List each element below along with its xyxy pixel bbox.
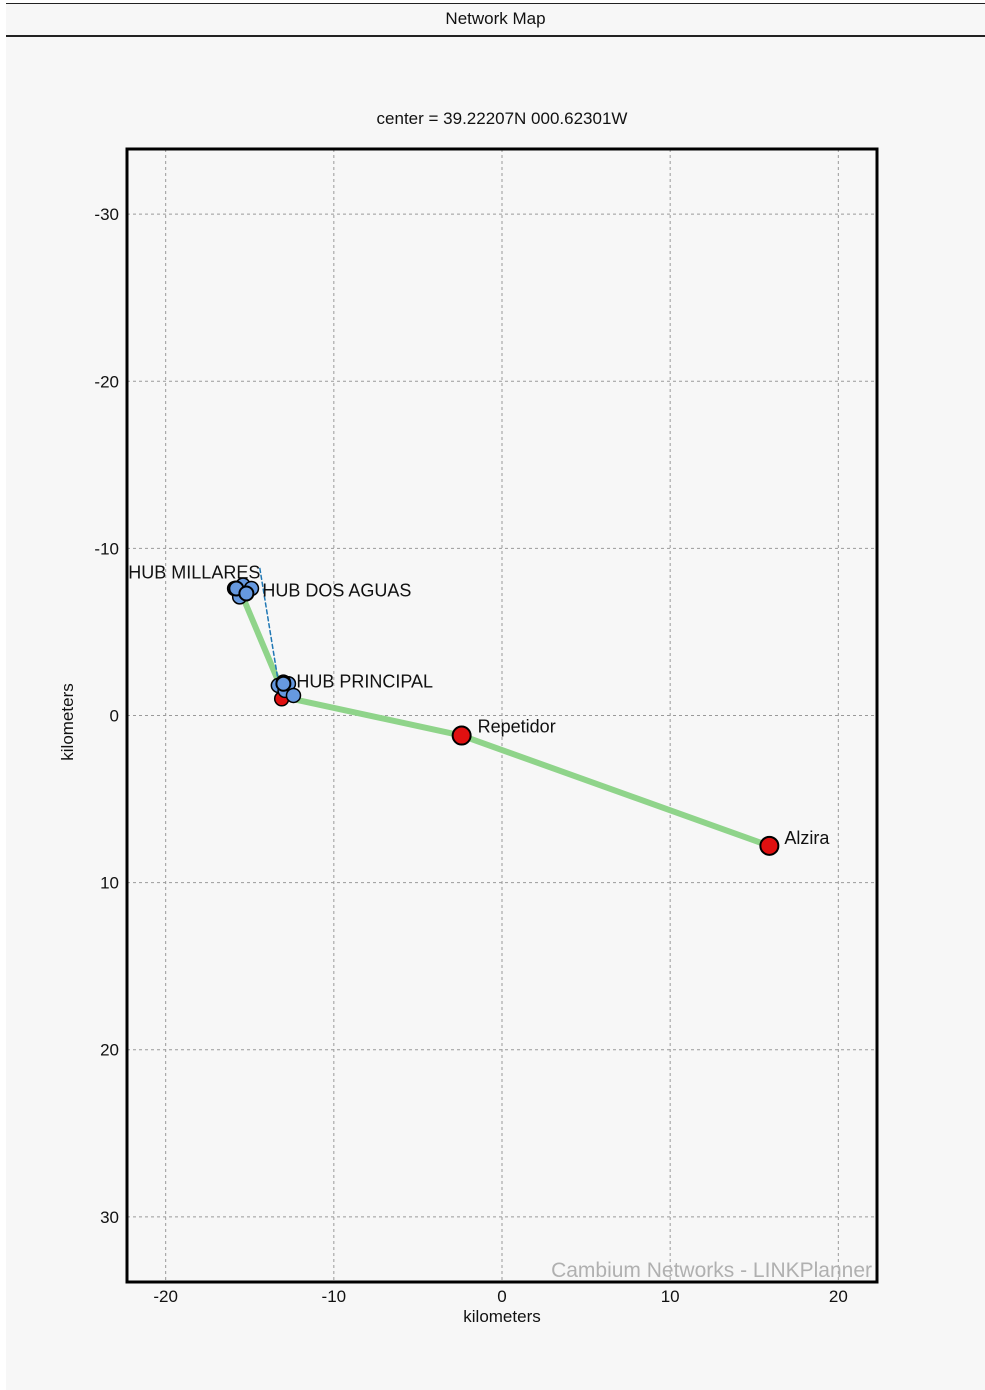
site-label: HUB PRINCIPAL <box>296 672 433 692</box>
x-tick-label: -10 <box>322 1287 347 1306</box>
network-map-panel: Network Map <box>6 3 985 1390</box>
window-title: Network Map <box>6 3 985 37</box>
y-tick-label: 20 <box>100 1041 119 1060</box>
site-marker[interactable] <box>275 675 292 692</box>
x-tick-label: 20 <box>829 1287 848 1306</box>
dashed-link[interactable] <box>259 567 280 683</box>
cluster-point[interactable] <box>285 687 302 704</box>
site-marker[interactable] <box>759 835 780 856</box>
y-axis-label: kilometers <box>58 683 77 760</box>
y-tick-label: -10 <box>94 539 119 558</box>
link-line[interactable] <box>238 590 284 689</box>
plot-frame <box>125 147 879 1284</box>
x-axis-label: kilometers <box>463 1307 540 1326</box>
x-tick-label: 10 <box>661 1287 680 1306</box>
link-line[interactable] <box>288 695 465 739</box>
tick-labels: -20 -10 0 10 20 -30 -20 -10 0 10 20 30 <box>94 205 847 1306</box>
site-label: Alzira <box>784 828 830 848</box>
site-label: HUB MILLARES <box>128 562 260 582</box>
grid-lines <box>127 149 877 1282</box>
y-tick-label: -20 <box>94 372 119 391</box>
site-marker[interactable] <box>238 585 255 602</box>
points-layer <box>226 577 780 856</box>
chart-title: center = 39.22207N 000.62301W <box>377 109 628 128</box>
site-label: Repetidor <box>478 717 556 737</box>
y-tick-label: 0 <box>110 707 119 726</box>
link-line[interactable] <box>458 732 773 849</box>
x-tick-label: -20 <box>153 1287 178 1306</box>
y-tick-label: -30 <box>94 205 119 224</box>
x-tick-label: 0 <box>497 1287 506 1306</box>
watermark: Cambium Networks - LINKPlanner <box>551 1259 872 1282</box>
y-tick-label: 10 <box>100 874 119 893</box>
y-tick-label: 30 <box>100 1208 119 1227</box>
site-marker[interactable] <box>451 725 472 746</box>
links-layer <box>238 567 773 849</box>
site-label: HUB DOS AGUAS <box>262 581 411 601</box>
